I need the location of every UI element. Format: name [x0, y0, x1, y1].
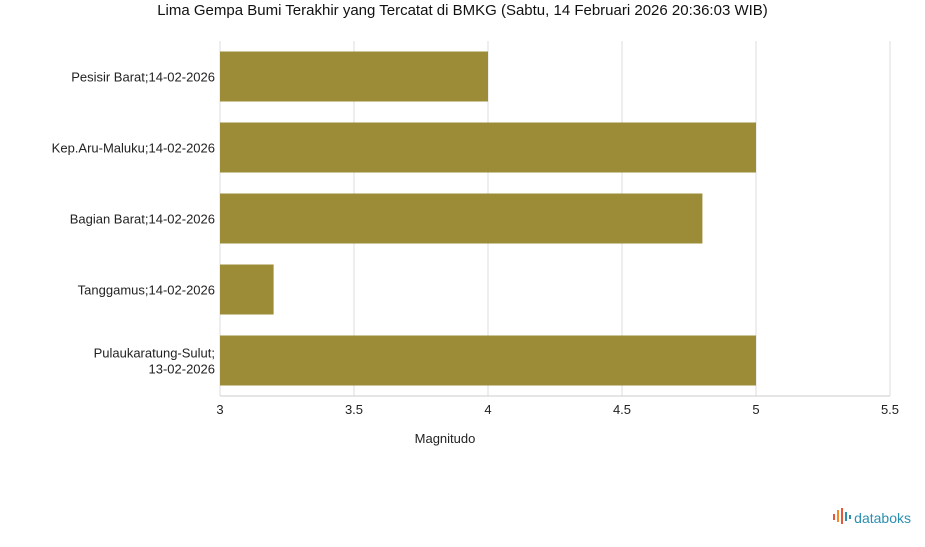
x-tick-label: 5 [752, 402, 759, 417]
chart-title: Lima Gempa Bumi Terakhir yang Tercatat d… [157, 2, 768, 19]
bar[interactable] [220, 264, 274, 315]
x-tick-label: 3.5 [345, 402, 363, 417]
bars [220, 51, 756, 386]
brand-name: databoks [854, 509, 911, 526]
bar[interactable] [220, 335, 756, 386]
category-label: Bagian Barat;14-02-2026 [70, 212, 215, 227]
category-label: Kep.Aru-Maluku;14-02-2026 [52, 141, 215, 156]
x-axis-ticks: 3 3.5 4 4.5 5 5.5 [216, 402, 899, 417]
x-tick-label: 5.5 [881, 402, 899, 417]
bar[interactable] [220, 51, 488, 102]
x-tick-label: 4 [484, 402, 491, 417]
x-tick-label: 3 [216, 402, 223, 417]
category-labels: Pesisir Barat;14-02-2026 Kep.Aru-Maluku;1… [52, 70, 215, 377]
category-label: 13-02-2026 [149, 362, 216, 377]
databoks-logo-icon [833, 508, 852, 527]
x-axis-title: Magnitudo [415, 431, 476, 446]
category-label: Pulaukaratung-Sulut; [94, 346, 215, 361]
x-tick-label: 4.5 [613, 402, 631, 417]
category-label: Pesisir Barat;14-02-2026 [71, 70, 215, 85]
bar[interactable] [220, 193, 703, 244]
category-label: Tanggamus;14-02-2026 [78, 283, 215, 298]
bar[interactable] [220, 122, 756, 173]
databoks-logo[interactable]: databoks [833, 508, 911, 527]
